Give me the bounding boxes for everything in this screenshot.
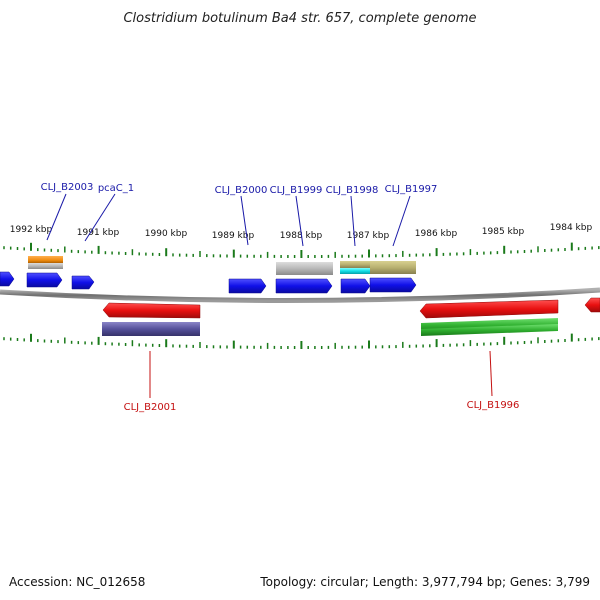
gene-label-leaders-bottom	[149, 350, 493, 398]
cds-arrow-reverse	[584, 297, 600, 313]
scale-label: 1992 kbp	[10, 225, 53, 235]
gray-feature	[28, 263, 63, 269]
forward-cds-track	[0, 271, 417, 294]
scale-label: 1990 kbp	[145, 229, 188, 239]
cds-arrow-forward	[71, 275, 95, 290]
gene-label: CLJ_B2000	[215, 185, 268, 196]
cds-arrow-reverse	[102, 302, 201, 319]
top-scale-ticks	[3, 242, 600, 258]
gray-feature	[276, 262, 333, 275]
leader-line	[489, 350, 493, 397]
cds-arrow-forward	[0, 271, 15, 287]
leader-line	[392, 195, 411, 247]
scale-label: 1986 kbp	[415, 229, 458, 239]
gene-label: CLJ_B1999	[270, 185, 323, 196]
leader-line	[350, 195, 356, 247]
gene-label-leaders-top	[46, 193, 411, 247]
scale-label: 1984 kbp	[550, 223, 593, 233]
cds-arrow-forward	[228, 278, 267, 294]
reverse-cds-track	[102, 297, 600, 319]
cds-arrow-forward	[340, 278, 371, 294]
gene-label: pcaC_1	[98, 183, 134, 194]
green-feature	[421, 324, 558, 336]
cyan-feature	[340, 268, 370, 274]
cds-arrow-forward	[26, 272, 63, 288]
orange-feature	[28, 256, 63, 263]
scale-label: 1987 kbp	[347, 231, 390, 241]
scale-label: 1989 kbp	[212, 231, 255, 241]
olive-feature	[340, 261, 370, 268]
leader-line	[46, 193, 67, 241]
gene-label: CLJ_B2003	[41, 182, 94, 193]
gene-label: CLJ_B1996	[467, 400, 520, 411]
leader-line	[84, 193, 116, 242]
gene-label: CLJ_B1997	[385, 184, 438, 195]
scale-label: 1991 kbp	[77, 228, 120, 238]
leader-line	[295, 195, 304, 247]
genome-summary-text: Topology: circular; Length: 3,977,794 bp…	[259, 575, 590, 589]
bottom-scale-ticks	[3, 333, 600, 349]
olive-feature	[370, 261, 416, 274]
feature-track-lower	[102, 318, 558, 336]
feature-track-upper	[28, 256, 416, 275]
purple-feature	[102, 322, 200, 336]
leader-line	[240, 195, 249, 246]
gene-label: CLJ_B1998	[326, 185, 379, 196]
gene-label: CLJ_B2001	[124, 402, 177, 413]
cds-arrow-reverse	[419, 299, 559, 319]
scale-label: 1985 kbp	[482, 227, 525, 237]
gene-labels-bottom: CLJ_B2001 CLJ_B1996	[124, 400, 520, 413]
map-title: Clostridium botulinum Ba4 str. 657, comp…	[123, 11, 476, 26]
cds-arrow-forward	[275, 278, 333, 294]
accession-text: Accession: NC_012658	[9, 575, 145, 589]
genome-backbone	[0, 287, 600, 304]
gene-labels-top: CLJ_B2003 pcaC_1 CLJ_B2000 CLJ_B1999 CLJ…	[41, 182, 438, 196]
cds-arrow-forward	[369, 277, 417, 293]
